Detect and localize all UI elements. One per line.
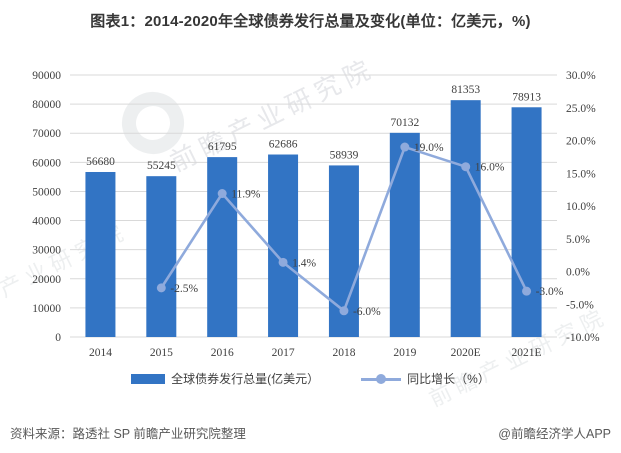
line-point-label: -2.5% — [170, 283, 198, 295]
bar-value-label: 56680 — [86, 156, 115, 168]
left-axis-tick-label: 0 — [55, 332, 61, 344]
left-axis-tick-label: 30000 — [32, 245, 61, 257]
right-axis-tick-label: 20.0% — [566, 136, 596, 148]
bar-2017 — [268, 154, 299, 337]
right-axis-tick-label: -10.0% — [566, 332, 600, 344]
right-axis-tick-label: -5.0% — [566, 299, 594, 311]
line-point-label: 11.9% — [231, 189, 261, 201]
x-axis-label: 2018 — [332, 347, 355, 359]
bar-2019 — [389, 132, 420, 337]
left-axis-tick-label: 80000 — [32, 99, 61, 111]
line-point — [156, 283, 166, 293]
line-point — [339, 306, 349, 316]
left-axis-tick-label: 10000 — [32, 303, 61, 315]
line-point — [461, 162, 471, 172]
bar-2016 — [207, 157, 238, 337]
line-point-label: -6.0% — [353, 306, 381, 318]
bar-value-label: 55245 — [147, 160, 176, 172]
bar-2015 — [146, 176, 177, 337]
legend-item-yoy-growth: 同比增长（%） — [361, 370, 490, 387]
line-point — [278, 257, 288, 267]
bar-2014 — [85, 171, 116, 337]
right-axis-tick-label: 30.0% — [566, 70, 596, 82]
line-series-swatch-icon — [361, 373, 402, 384]
bar-value-label: 58939 — [330, 149, 359, 161]
left-axis-tick-label: 40000 — [32, 216, 61, 228]
bar-value-label: 61795 — [208, 141, 237, 153]
source-note: 资料来源：路透社 SP 前瞻产业研究院整理 — [10, 427, 246, 441]
line-point-label: -3.0% — [536, 286, 564, 298]
line-point — [217, 189, 227, 199]
bar-2021E — [511, 107, 542, 338]
bar-value-label: 62686 — [269, 139, 298, 151]
chart-footer: 资料来源：路透社 SP 前瞻产业研究院整理 @前瞻经济学人APP — [0, 423, 621, 442]
left-axis-tick-label: 20000 — [32, 274, 61, 286]
legend-label: 同比增长（%） — [407, 372, 490, 386]
bar-value-label: 70132 — [390, 117, 419, 129]
x-axis-label: 2014 — [89, 347, 112, 359]
bar-2020E — [450, 100, 481, 337]
left-axis-tick-label: 90000 — [32, 70, 61, 82]
legend-item-total-issuance: 全球债券发行总量(亿美元） — [131, 370, 319, 387]
line-point — [522, 286, 532, 296]
line-point-label: 16.0% — [475, 162, 505, 174]
right-axis-tick-label: 15.0% — [566, 168, 596, 180]
x-axis-label: 2019 — [393, 347, 416, 359]
left-axis-tick-label: 50000 — [32, 186, 61, 198]
right-axis-tick-label: 25.0% — [566, 103, 596, 115]
bar-series-swatch-icon — [131, 373, 166, 384]
right-axis-tick-label: 0.0% — [566, 267, 590, 279]
right-axis-tick-label: 10.0% — [566, 201, 596, 213]
x-axis-label: 2015 — [150, 347, 173, 359]
x-axis-label: 2016 — [211, 347, 234, 359]
chart-title: 图表1：2014-2020年全球债券发行总量及变化(单位：亿美元，%) — [90, 13, 531, 30]
line-point-label: 1.4% — [292, 257, 316, 269]
x-axis-label: 2020E — [451, 347, 481, 359]
legend-label: 全球债券发行总量(亿美元） — [171, 372, 320, 386]
x-axis-label: 2021E — [512, 347, 542, 359]
bar-value-label: 81353 — [451, 84, 480, 96]
x-axis-label: 2017 — [272, 347, 295, 359]
left-axis-tick-label: 70000 — [32, 128, 61, 140]
brand-note: @前瞻经济学人APP — [498, 427, 611, 441]
left-axis-tick-label: 60000 — [32, 157, 61, 169]
chart-legend: 全球债券发行总量(亿美元） 同比增长（%） — [0, 370, 621, 387]
chart-canvas: 0 10000 20000 30000 40000 50000 60000 70000 8000… — [32, 70, 600, 359]
line-point-label: 19.0% — [414, 142, 444, 154]
right-axis-tick-label: 5.0% — [566, 234, 590, 246]
bar-value-label: 78913 — [512, 91, 541, 103]
line-point — [400, 142, 410, 152]
